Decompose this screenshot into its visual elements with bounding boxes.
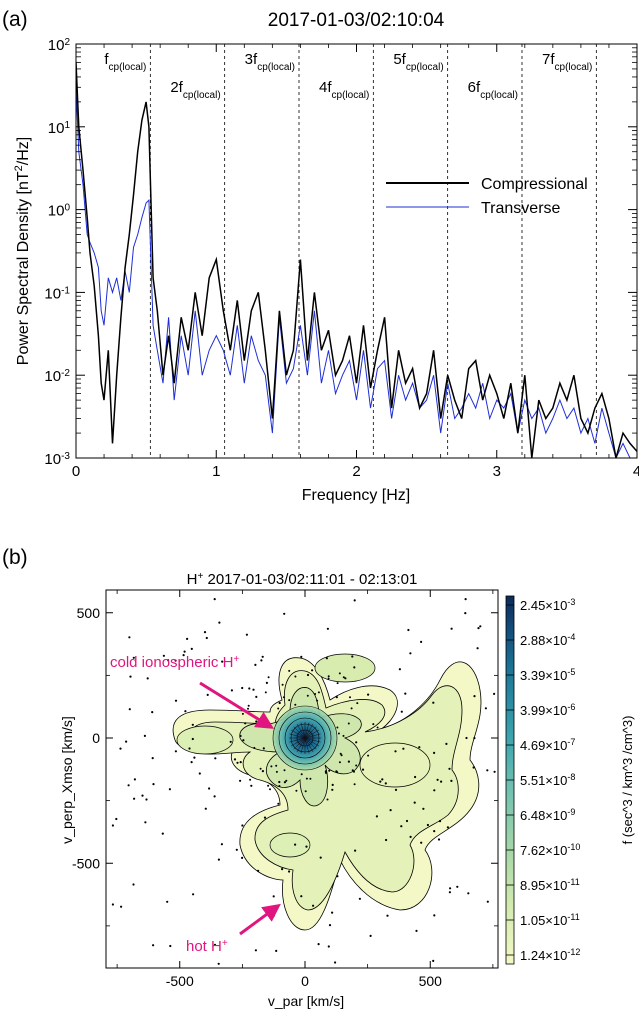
psd-legend: Compressional Transverse <box>386 176 588 217</box>
colorbar-ticks: 2.45×10-3 2.88×10-4 3.39×10-5 3.99×10-6 4.69… <box>506 597 580 963</box>
vdf-y-axis: -500 0 500 <box>72 605 498 927</box>
vdf-y-tick-label: 0 <box>92 730 100 746</box>
panel-a-label: (a) <box>2 8 28 31</box>
colorbar-tick-label: 8.95×10-11 <box>520 877 580 893</box>
psd-x-tick-label: 2 <box>352 463 360 480</box>
panel-b-title: H+ 2017-01-03/02:11:01 - 02:13:01 <box>187 571 418 589</box>
harmonic-label-7: 7fcp(local) <box>542 51 592 73</box>
vdf-y-axis-label: v_perp_Xmso [km/s] <box>59 716 75 844</box>
colorbar-tick-label: 6.48×10-9 <box>520 807 575 823</box>
annotation-cold-ionospheric-h: cold ionospheric H+ <box>110 654 239 672</box>
velocity-distribution-plot <box>106 590 498 968</box>
psd-y-tick-label: 10-3 <box>44 451 70 469</box>
annotation-hot-h: hot H+ <box>186 938 228 956</box>
colorbar-tick-label: 1.24×10-12 <box>520 947 580 963</box>
psd-plot-frame <box>75 43 638 459</box>
harmonic-label-4: 4fcp(local) <box>319 79 369 101</box>
psd-x-tick-label: 0 <box>72 463 80 480</box>
arrow-cold-ionospheric-h <box>199 681 275 729</box>
psd-x-axis-label: Frequency [Hz] <box>302 487 410 504</box>
vdf-core-rays <box>289 722 321 754</box>
harmonic-markers: fcp(local) 2fcp(local) 3fcp(local) 4fcp(loc… <box>104 44 597 458</box>
colorbar-tick-label: 5.51×10-8 <box>520 772 575 788</box>
vdf-island-upper <box>314 653 376 683</box>
psd-y-tick-label: 10-2 <box>44 368 70 386</box>
psd-y-axis-label: Power Spectral Density [nT2/Hz] <box>13 137 32 365</box>
vdf-x-tick-label: -500 <box>166 973 194 989</box>
psd-y-tick-label: 10-1 <box>44 285 70 303</box>
series-line-transverse <box>76 87 637 458</box>
vdf-x-tick-label: 500 <box>419 973 443 989</box>
vdf-sample-dots <box>111 598 496 965</box>
colorbar-label: f (sec^3 / km^3 /cm^3) <box>620 716 635 845</box>
colorbar-tick-label: 2.45×10-3 <box>520 597 575 613</box>
vdf-y-tick-label: -500 <box>72 855 100 871</box>
harmonic-label-1: fcp(local) <box>104 51 146 73</box>
series-line-compressional <box>76 62 637 458</box>
legend-label-transverse: Transverse <box>481 200 561 217</box>
harmonic-label-2: 2fcp(local) <box>170 79 220 101</box>
vdf-x-axis: -500 0 500 <box>116 590 494 989</box>
vdf-y-tick-label: 500 <box>77 605 101 621</box>
colorbar-tick-label: 1.05×10-11 <box>520 912 580 928</box>
vdf-island-right <box>359 742 431 788</box>
psd-x-tick-label: 1 <box>212 463 220 480</box>
vdf-island-left <box>176 725 234 755</box>
psd-y-axis: 10-3 10-2 10-1 100 101 102 <box>44 37 637 469</box>
legend-label-compressional: Compressional <box>481 176 588 193</box>
colorbar-tick-label: 3.39×10-5 <box>520 667 575 683</box>
psd-y-tick-label: 102 <box>48 37 71 55</box>
panel-b-label: (b) <box>2 546 28 569</box>
psd-x-tick-label: 4 <box>633 463 639 480</box>
colorbar-tick-label: 4.69×10-7 <box>520 737 575 753</box>
vdf-island-lower <box>269 832 311 858</box>
psd-y-tick-label: 101 <box>48 119 71 137</box>
harmonic-label-6: 6fcp(local) <box>468 79 518 101</box>
harmonic-label-5: 5fcp(local) <box>393 51 443 73</box>
psd-y-tick-label: 100 <box>48 202 71 220</box>
arrow-hot-h <box>239 903 281 936</box>
vdf-x-axis-label: v_par [km/s] <box>268 993 344 1009</box>
psd-x-tick-label: 3 <box>493 463 501 480</box>
vdf-plot-frame <box>105 589 499 969</box>
harmonic-label-3: 3fcp(local) <box>245 51 295 73</box>
colorbar-tick-label: 3.99×10-6 <box>520 702 575 718</box>
vdf-x-tick-label: 0 <box>301 973 309 989</box>
panel-a-title: 2017-01-03/02:10:04 <box>268 10 445 31</box>
psd-series <box>76 62 637 458</box>
colorbar-tick-label: 2.88×10-4 <box>520 632 575 648</box>
colorbar-tick-label: 7.62×10-10 <box>520 842 580 858</box>
